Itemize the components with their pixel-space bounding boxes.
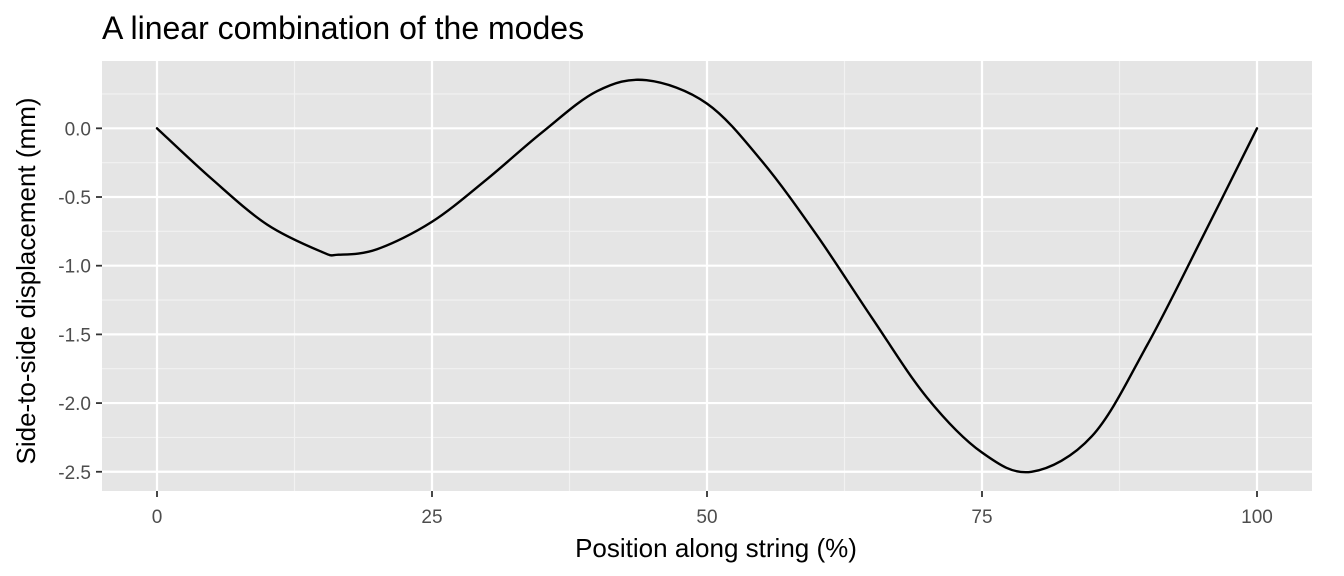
- x-tick-label: 0: [152, 507, 163, 528]
- x-tick-label: 75: [971, 507, 992, 528]
- x-tick-label: 100: [1241, 507, 1273, 528]
- y-tick-label: 0.0: [65, 119, 91, 140]
- y-tick-label: -0.5: [58, 188, 91, 209]
- y-tick-label: -1.5: [58, 325, 91, 346]
- y-tick-label: -2.0: [58, 394, 91, 415]
- displacement-line: [155, 78, 1259, 474]
- x-tick-label: 25: [421, 507, 442, 528]
- grid-major: [102, 61, 1312, 491]
- x-tick-label: 50: [696, 507, 717, 528]
- y-axis: 0.0 -0.5 -1.0 -1.5 -2.0 -2.5: [58, 119, 102, 484]
- y-tick-label: -1.0: [58, 257, 91, 278]
- chart-title: A linear combination of the modes: [102, 10, 584, 46]
- x-axis-title: Position along string (%): [575, 533, 857, 563]
- y-axis-title: Side-to-side displacement (mm): [11, 97, 41, 464]
- y-tick-label: -2.5: [58, 463, 91, 484]
- x-axis: 0 25 50 75 100: [152, 491, 1273, 528]
